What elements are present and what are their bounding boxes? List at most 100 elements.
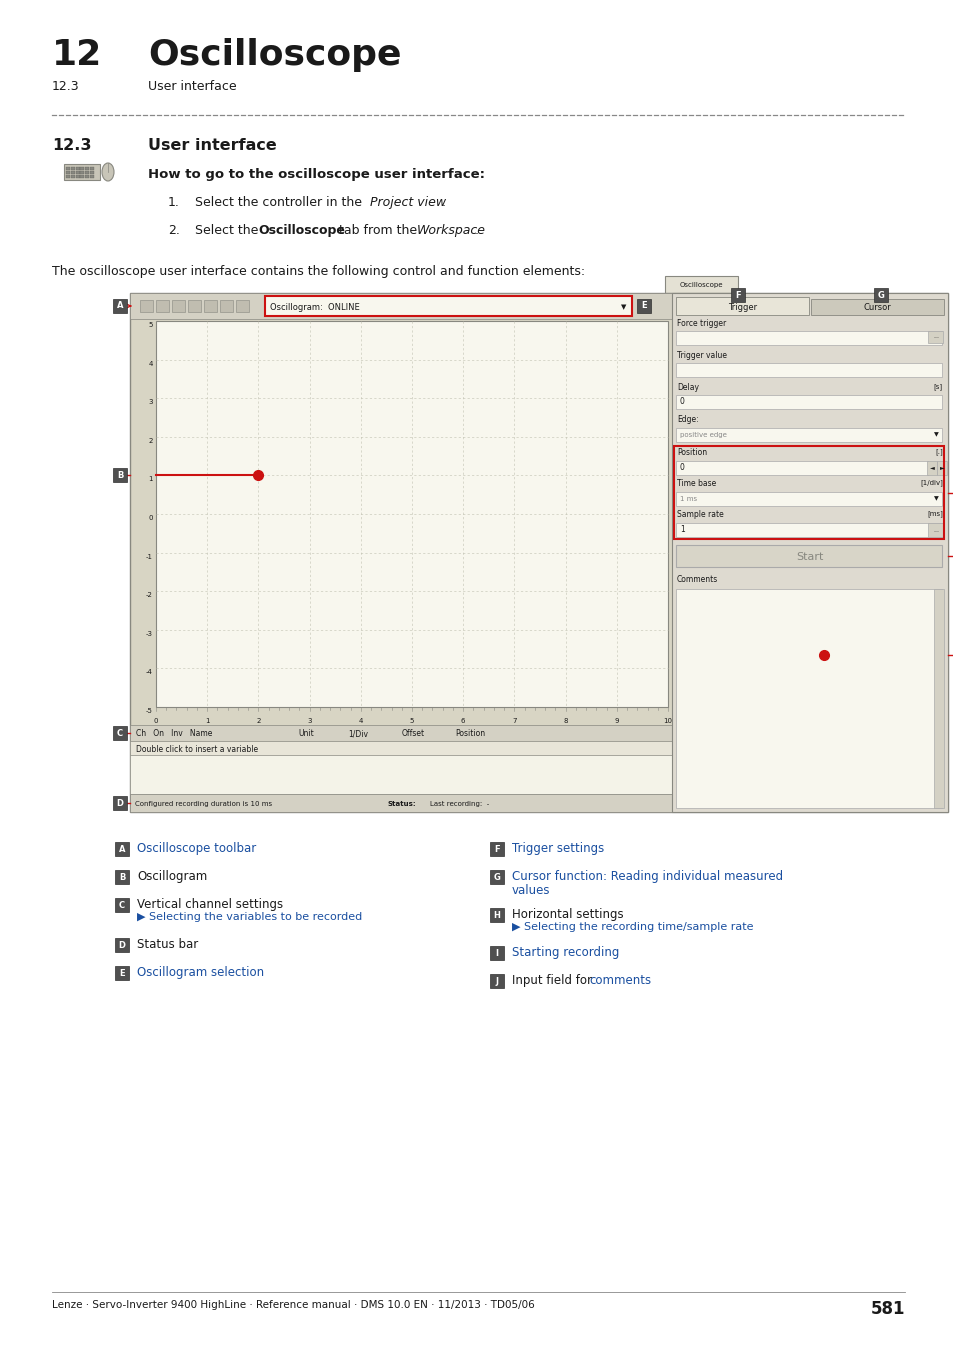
Bar	[115, 869, 129, 884]
Text: 581: 581	[869, 1300, 904, 1318]
Text: .: .	[441, 196, 446, 209]
Bar	[75, 167, 79, 170]
Text: User interface: User interface	[148, 80, 236, 93]
Text: The oscilloscope user interface contains the following control and function elem: The oscilloscope user interface contains…	[52, 265, 584, 278]
Bar	[810, 298, 943, 315]
Bar	[676, 460, 927, 475]
Text: Position: Position	[455, 729, 485, 738]
Text: Oscilloscope toolbar: Oscilloscope toolbar	[137, 842, 256, 855]
Text: 1 ms: 1 ms	[679, 495, 697, 502]
Text: positive edge: positive edge	[679, 432, 726, 437]
Text: Select the: Select the	[194, 224, 262, 238]
Text: G: G	[877, 290, 884, 300]
Text: Cursor: Cursor	[862, 304, 890, 312]
Text: [1/div]: [1/div]	[919, 479, 942, 486]
Text: 0: 0	[679, 397, 684, 405]
Text: Last recording:  -: Last recording: -	[430, 801, 489, 807]
Bar	[66, 176, 70, 178]
Bar	[637, 298, 650, 313]
Bar	[80, 176, 84, 178]
Text: C: C	[117, 729, 123, 737]
Text: ▶ Selecting the recording time/sample rate: ▶ Selecting the recording time/sample ra…	[512, 922, 753, 931]
Text: 9: 9	[614, 718, 618, 724]
Bar	[90, 176, 94, 178]
Bar	[952, 549, 953, 563]
Text: H: H	[493, 910, 500, 919]
Text: tab from the: tab from the	[335, 224, 420, 238]
Text: E: E	[640, 301, 646, 310]
Text: Trigger: Trigger	[727, 302, 757, 312]
Text: 2: 2	[256, 718, 260, 724]
Bar	[80, 171, 84, 174]
Text: values: values	[512, 884, 550, 896]
Text: 0: 0	[149, 514, 152, 521]
Bar	[112, 298, 127, 313]
Bar	[490, 842, 503, 856]
Text: Delay: Delay	[677, 383, 699, 392]
Text: Status:: Status:	[388, 801, 416, 807]
Text: Start: Start	[796, 552, 822, 562]
Text: [s]: [s]	[933, 383, 942, 390]
Bar	[66, 171, 70, 174]
Bar	[927, 522, 942, 537]
Text: Workspace: Workspace	[416, 224, 485, 238]
Text: ...: ...	[932, 528, 938, 532]
Bar	[731, 288, 744, 302]
Text: -4: -4	[146, 670, 152, 675]
Text: 10: 10	[662, 718, 672, 724]
Bar	[85, 171, 90, 174]
Text: Trigger settings: Trigger settings	[512, 842, 603, 855]
Text: User interface: User interface	[148, 138, 276, 153]
Text: ►: ►	[939, 466, 943, 471]
Text: 4: 4	[149, 360, 152, 367]
Text: Select the controller in the: Select the controller in the	[194, 196, 366, 209]
Text: Oscillogram selection: Oscillogram selection	[137, 967, 264, 979]
Text: A: A	[118, 845, 125, 853]
Text: 5: 5	[149, 323, 152, 328]
Bar	[265, 296, 631, 316]
Bar	[115, 938, 129, 952]
Text: 0: 0	[679, 463, 684, 472]
Bar	[80, 167, 84, 170]
Bar	[664, 275, 738, 293]
Bar	[676, 545, 941, 567]
Text: B: B	[116, 471, 123, 479]
Bar	[130, 755, 671, 794]
Bar	[172, 300, 185, 312]
Text: 1: 1	[149, 477, 152, 482]
Text: Force trigger: Force trigger	[677, 319, 725, 328]
Bar	[936, 460, 946, 475]
Bar	[676, 297, 808, 315]
Text: 3: 3	[307, 718, 312, 724]
Bar	[676, 331, 941, 346]
Text: Comments: Comments	[677, 575, 718, 585]
Bar	[933, 589, 943, 809]
Bar	[90, 171, 94, 174]
Text: -5: -5	[146, 707, 152, 714]
Bar	[671, 293, 947, 811]
Text: Trigger value: Trigger value	[677, 351, 726, 360]
Bar	[130, 741, 671, 755]
Text: Double click to insert a variable: Double click to insert a variable	[136, 744, 258, 753]
Text: Status bar: Status bar	[137, 938, 198, 950]
Text: 4: 4	[358, 718, 362, 724]
Text: [ms]: [ms]	[926, 510, 942, 517]
Text: 2.: 2.	[168, 224, 180, 238]
Text: ▼: ▼	[933, 497, 938, 501]
Bar	[673, 446, 943, 539]
Text: 12.3: 12.3	[52, 138, 91, 153]
Text: .: .	[475, 224, 478, 238]
Text: G: G	[493, 872, 500, 882]
Bar	[676, 522, 941, 537]
Text: I: I	[495, 949, 498, 957]
Text: Cursor function: Reading individual measured: Cursor function: Reading individual meas…	[512, 869, 782, 883]
Text: 12.3: 12.3	[52, 80, 79, 93]
Text: Oscilloscope: Oscilloscope	[257, 224, 345, 238]
Text: C: C	[119, 900, 125, 910]
Text: Ch   On   Inv   Name: Ch On Inv Name	[136, 729, 213, 738]
Text: A: A	[116, 301, 123, 310]
Text: Edge:: Edge:	[677, 414, 698, 424]
Bar	[130, 293, 947, 811]
Bar	[71, 171, 74, 174]
Text: 1.: 1.	[168, 196, 180, 209]
